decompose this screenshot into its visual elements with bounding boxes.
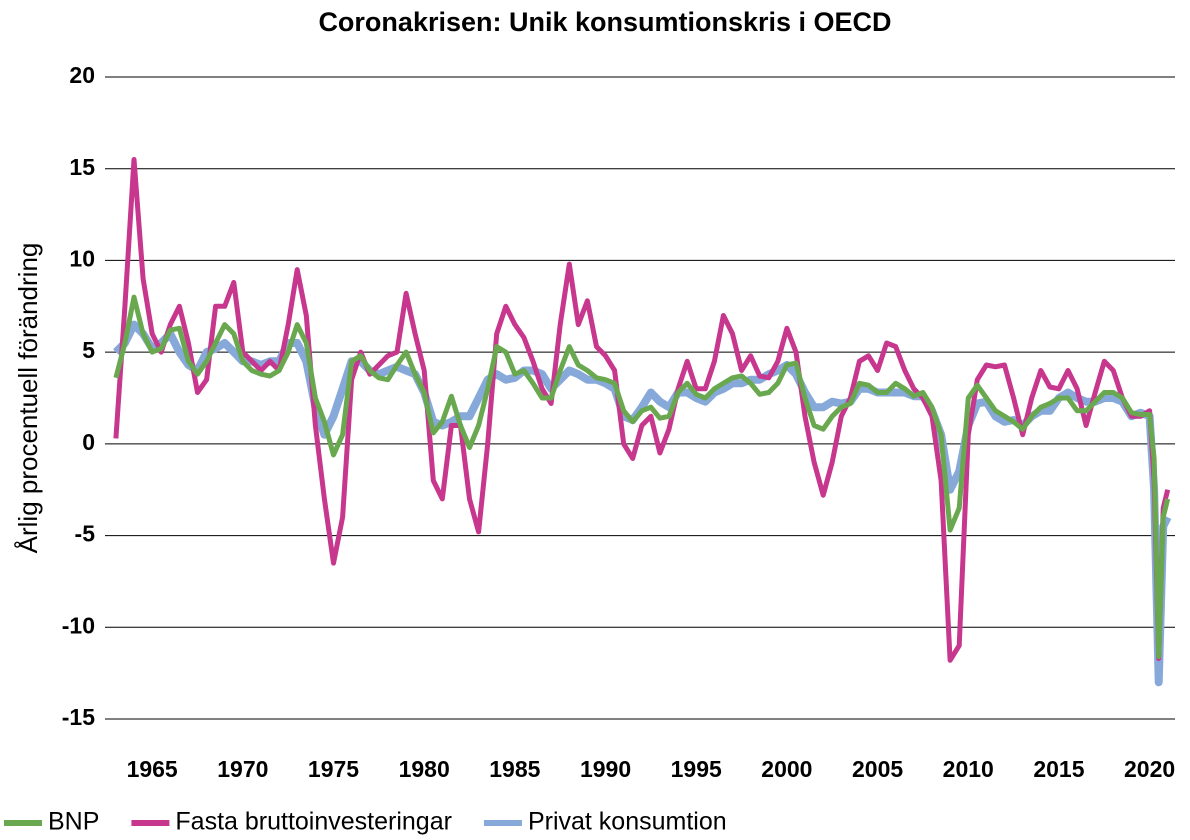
x-tick-label: 1970 [217, 756, 268, 782]
x-tick-label: 2015 [1033, 756, 1084, 782]
y-tick-label: 10 [69, 246, 95, 272]
series-line [113, 157, 1171, 663]
x-tick-label: 1965 [127, 756, 178, 782]
x-tick-label: 2005 [852, 756, 903, 782]
x-tick-label: 1990 [580, 756, 631, 782]
legend-label: Privat konsumtion [528, 808, 727, 836]
y-tick-label: -15 [62, 704, 95, 730]
y-tick-label: -10 [62, 612, 95, 638]
x-tick-label: 2000 [761, 756, 812, 782]
x-tick-label: 1985 [489, 756, 540, 782]
y-tick-label: 20 [69, 62, 95, 88]
y-axis-label: Årlig procentuell förändring [13, 243, 43, 554]
x-tick-label: 1980 [399, 756, 450, 782]
series-line [113, 320, 1172, 687]
x-tick-label: 2020 [1124, 756, 1175, 782]
x-tick-label: 2010 [943, 756, 994, 782]
x-tick-label: 1995 [671, 756, 722, 782]
y-tick-label: 5 [82, 337, 95, 363]
x-tick-label: 1975 [308, 756, 359, 782]
series-line [113, 294, 1171, 660]
y-tick-label: -5 [75, 521, 96, 547]
chart-title: Coronakrisen: Unik konsumtionskris i OEC… [318, 7, 891, 37]
y-tick-label: 15 [69, 154, 95, 180]
legend-label: BNP [48, 808, 99, 836]
y-tick-label: 0 [82, 429, 95, 455]
legend-label: Fasta bruttoinvesteringar [175, 808, 452, 836]
